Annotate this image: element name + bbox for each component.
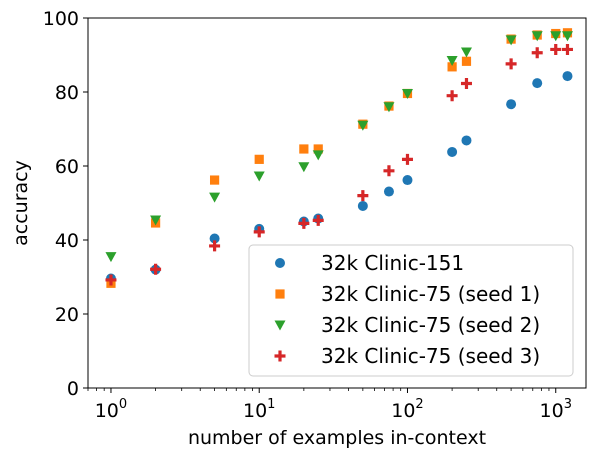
data-point [253,171,265,182]
y-tick-label: 80 [55,82,79,104]
y-tick-label: 0 [67,378,79,400]
data-point [253,226,265,238]
data-point [357,120,369,131]
legend-item: 32k Clinic-151 [275,251,464,275]
data-point [531,47,543,59]
data-point [105,252,117,263]
legend: 32k Clinic-151 32k Clinic-75 (seed 1) 32k … [248,244,574,377]
y-tick-label: 20 [55,304,79,326]
data-point [561,43,573,55]
data-point [357,200,368,211]
legend-marker [274,350,286,362]
data-point [460,47,472,58]
data-point [299,144,309,154]
data-point [460,77,472,89]
x-tick-label: 101 [243,397,275,422]
data-point [401,153,413,165]
data-point [209,175,220,185]
data-point [298,162,310,173]
data-point [505,58,517,70]
data-marks [105,28,573,288]
y-tick-label: 40 [55,230,79,252]
data-point [561,31,573,42]
legend-marker [275,289,285,299]
data-point [446,56,458,67]
data-point [531,31,543,42]
data-point [550,43,562,55]
data-point [312,214,324,226]
legend-label: 32k Clinic-75 (seed 3) [321,344,540,368]
data-point [383,102,395,113]
data-point [383,186,394,197]
data-point [532,78,543,89]
data-point [150,263,162,275]
data-point [506,99,517,110]
legend-marker [275,258,285,268]
series-3 [105,31,573,263]
data-point [383,165,395,177]
data-point [254,154,264,164]
y-axis-label: accuracy [10,160,32,246]
data-point [105,274,117,286]
legend-box [248,244,574,377]
data-point [447,146,458,157]
legend-item: 32k Clinic-75 (seed 2) [274,313,540,337]
data-point [461,56,472,66]
legend-item: 32k Clinic-75 (seed 3) [274,344,540,368]
legend-label: 32k Clinic-75 (seed 1) [321,282,540,306]
data-point [150,215,162,226]
data-point [562,71,573,82]
x-tick-label: 103 [540,397,572,422]
data-point [313,144,323,154]
x-tick-label: 102 [391,397,423,422]
data-point [447,62,457,72]
legend-item: 32k Clinic-75 (seed 1) [275,282,540,306]
series-4 [105,43,573,286]
data-point [298,217,310,229]
legend-label: 32k Clinic-75 (seed 2) [321,313,540,337]
data-point [505,35,517,46]
data-point [461,135,472,146]
data-point [401,88,413,99]
data-point [312,150,324,161]
data-point [402,175,413,186]
legend-marker [274,320,286,331]
data-point [550,31,562,42]
data-point [357,190,369,202]
axis-ticks: 0 20 40 60 80 100 100 101 102 103 [43,8,572,422]
data-point [446,90,458,102]
data-point [209,233,220,244]
plot-area-frame [87,17,587,389]
legend-label: 32k Clinic-151 [321,251,464,275]
x-tick-label: 100 [95,397,127,422]
data-point [209,240,221,252]
y-tick-label: 100 [43,8,79,30]
x-axis-label: number of examples in-context [188,427,486,449]
y-tick-label: 60 [55,156,79,178]
data-point [209,192,221,203]
